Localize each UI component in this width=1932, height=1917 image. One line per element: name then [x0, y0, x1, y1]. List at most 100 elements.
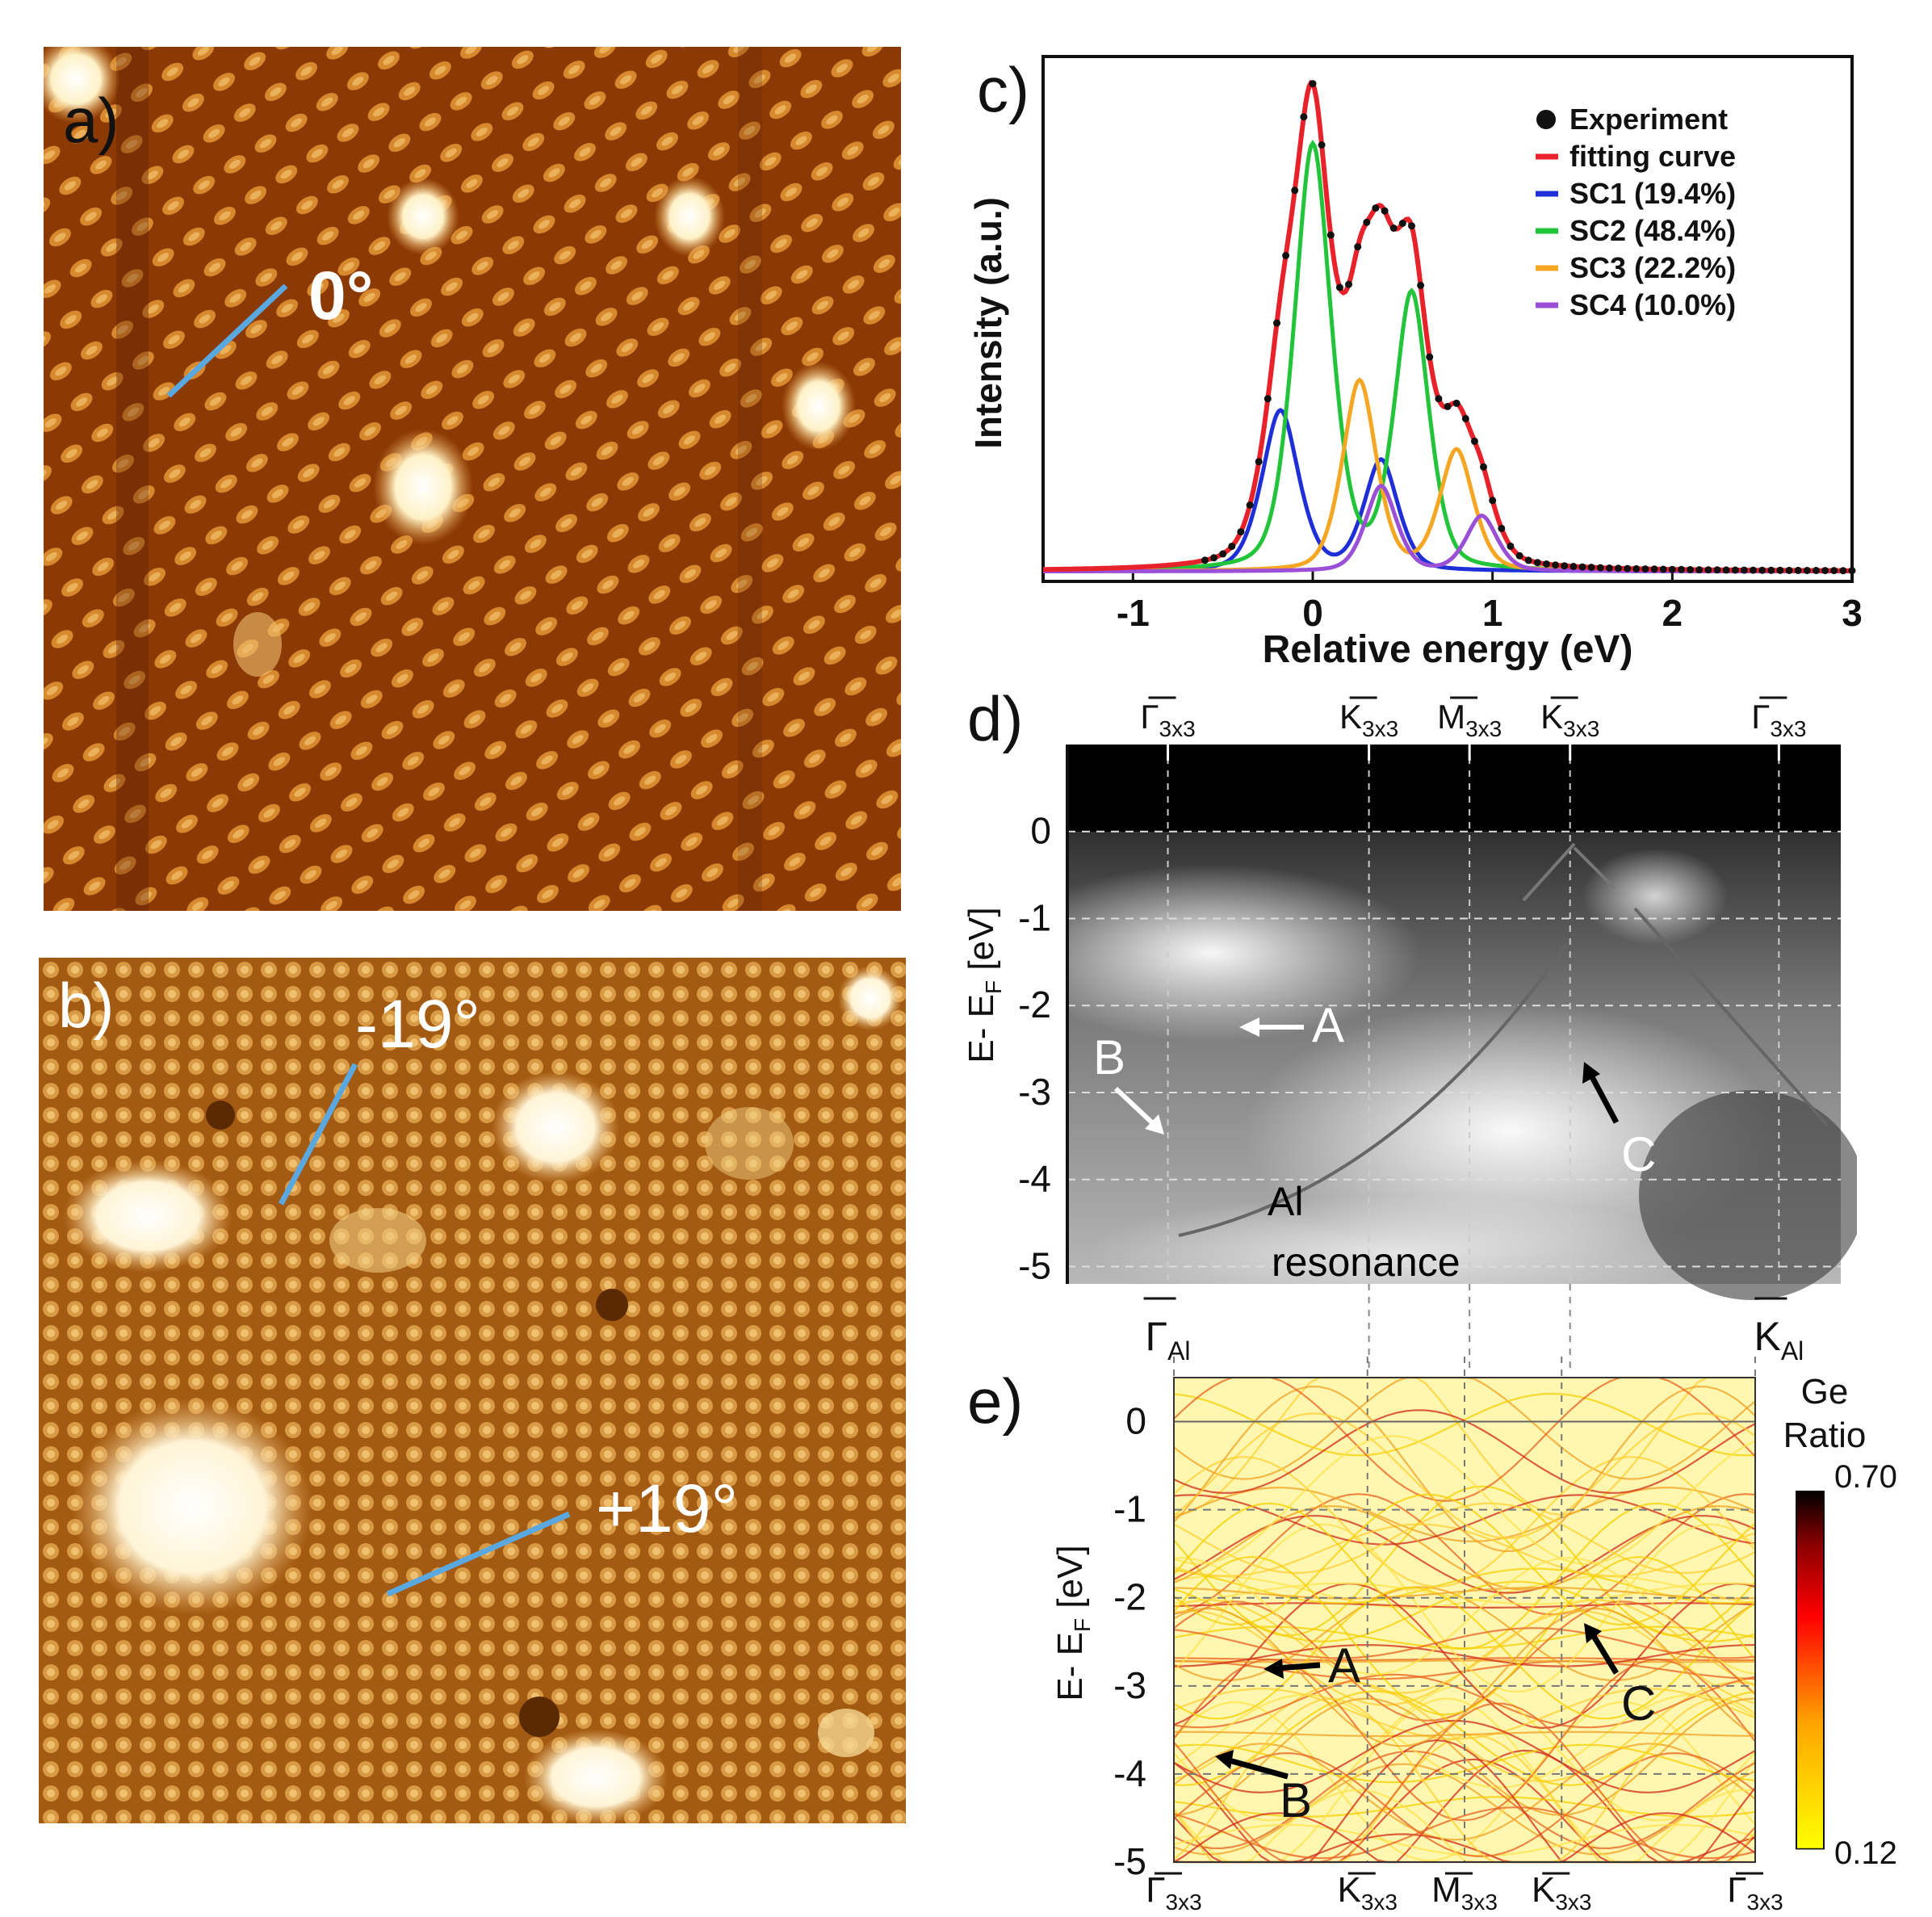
arpes-label-a: A — [1312, 998, 1344, 1052]
experiment-point — [1561, 562, 1569, 570]
experiment-point — [1813, 567, 1820, 574]
experiment-point — [1722, 566, 1730, 574]
colorbar — [1796, 1490, 1825, 1850]
band-line — [1173, 1412, 1756, 1539]
experiment-point — [1596, 564, 1604, 572]
band-label-c: C — [1621, 1676, 1656, 1730]
experiment-point — [1426, 353, 1434, 361]
band-line — [1173, 1582, 1756, 1730]
experiment-point — [1435, 395, 1443, 403]
experiment-point — [1659, 565, 1667, 573]
experiment-point — [1668, 565, 1676, 573]
experiment-point — [1687, 566, 1695, 573]
colorbar-title-1: Ge — [1801, 1372, 1849, 1412]
experiment-point — [1821, 567, 1829, 575]
band-line — [1173, 1409, 1756, 1495]
experiment-point — [1291, 187, 1299, 195]
y-tick-label: -1 — [1018, 896, 1051, 938]
band-line — [1173, 1557, 1756, 1676]
experiment-point — [1641, 565, 1649, 573]
arpes-label-c: C — [1621, 1127, 1656, 1181]
al-resonance-guide — [1178, 943, 1568, 1237]
band-label-b: B — [1280, 1773, 1312, 1827]
experiment-point — [1201, 556, 1209, 564]
experiment-point — [1470, 437, 1478, 445]
band-line — [1173, 1806, 1756, 1860]
band-line — [1173, 1702, 1756, 1864]
experiment-point — [1533, 559, 1541, 567]
experiment-point — [1398, 220, 1406, 227]
experiment-point — [1264, 395, 1272, 403]
experiment-point — [1740, 566, 1748, 574]
band-line — [1173, 1750, 1756, 1849]
experiment-point — [1461, 414, 1469, 422]
experiment-point — [1624, 564, 1632, 573]
k-point-top: K3x3 — [1540, 698, 1599, 741]
band-line — [1173, 1523, 1756, 1693]
experiment-point — [1767, 566, 1775, 574]
stm-image-b — [39, 958, 906, 1823]
legend-marker — [1536, 110, 1556, 129]
y-tick-label: -4 — [1018, 1158, 1051, 1200]
x-tick-label: 3 — [1842, 592, 1863, 634]
adsorbate — [44, 47, 120, 124]
stm-image-a — [44, 47, 901, 911]
y-axis-label-e: E- EF [eV] — [1050, 1545, 1095, 1701]
arrow-a-e — [1275, 1662, 1321, 1672]
angle-label-0: 0° — [308, 258, 374, 333]
adsorbate — [63, 1160, 233, 1273]
y-tick-label: -5 — [1113, 1840, 1146, 1882]
experiment-point — [1210, 554, 1217, 562]
experiment-point — [1480, 463, 1487, 471]
arpes-label-resonance: resonance — [1272, 1240, 1461, 1285]
experiment-point — [1381, 207, 1389, 215]
y-tick-label: -3 — [1113, 1664, 1146, 1706]
band-line — [1173, 1586, 1756, 1720]
k-point-top: K3x3 — [1339, 698, 1398, 741]
colorbar-max: 0.70 — [1834, 1459, 1897, 1495]
band-line — [1173, 1658, 1756, 1822]
experiment-point — [1300, 113, 1308, 121]
legend-label: SC4 (10.0%) — [1569, 288, 1736, 321]
band-line — [1173, 1673, 1756, 1729]
experiment-point — [1282, 252, 1290, 259]
y-tick-label: -2 — [1018, 984, 1051, 1026]
arpes-label-al: Al — [1268, 1179, 1303, 1224]
panel-d-label: d) — [967, 683, 1024, 754]
experiment-point — [1498, 524, 1506, 532]
y-tick-label: -3 — [1018, 1071, 1051, 1113]
experiment-point — [1246, 501, 1254, 509]
band-line — [1173, 1688, 1756, 1740]
band-line — [1173, 1502, 1756, 1651]
experiment-point — [1758, 566, 1766, 574]
experiment-point — [1417, 281, 1425, 289]
band-line — [1173, 1693, 1756, 1789]
k-point-bottom: Γ3x3 — [1146, 1870, 1201, 1915]
k-point-top: Γ3x3 — [1140, 698, 1195, 741]
experiment-point — [1632, 564, 1641, 573]
panel-a-label: a) — [63, 85, 119, 156]
band-label-a: A — [1328, 1638, 1360, 1693]
plot-frame — [1041, 55, 1854, 583]
y-axis-label: Intensity (a.u.) — [967, 197, 1009, 449]
experiment-point — [1335, 283, 1343, 292]
above-fermi-region — [1067, 745, 1841, 832]
x-axis-label: Relative energy (eV) — [1263, 628, 1633, 671]
experiment-point — [1228, 543, 1236, 551]
xps-spectrum-chart: -1 0 1 2 3 Experiment fitting curve SC1 (19.4%… — [967, 55, 1863, 671]
experiment-point — [1363, 218, 1371, 226]
experiment-point — [1848, 567, 1856, 575]
y-axis-label-d: E- EF [eV] — [962, 907, 1006, 1063]
experiment-point — [1794, 566, 1802, 574]
experiment-point — [1785, 566, 1793, 574]
adsorbate — [71, 1398, 313, 1616]
colorbar-title-2: Ratio — [1783, 1416, 1867, 1455]
legend-label: Experiment — [1569, 103, 1728, 136]
x-tick-label: 1 — [1482, 592, 1503, 634]
angle-label-neg19: -19° — [355, 986, 480, 1062]
experiment-point — [1830, 567, 1838, 575]
adsorbate — [373, 429, 473, 545]
k-point-bottom: K3x3 — [1532, 1870, 1592, 1915]
orientation-line — [166, 283, 288, 398]
